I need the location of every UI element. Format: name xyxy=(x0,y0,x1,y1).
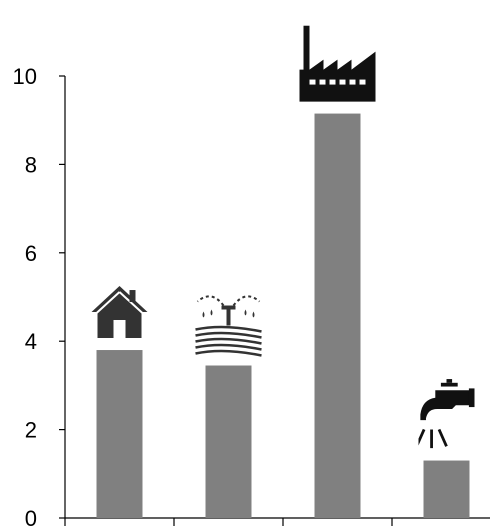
factory-icon xyxy=(299,25,376,102)
y-tick-label: 8 xyxy=(25,152,37,177)
irrigation-field-icon xyxy=(194,295,263,357)
y-ticks: 0 2 4 6 8 10 xyxy=(13,64,65,526)
y-tick-label: 6 xyxy=(25,241,37,266)
house-icon xyxy=(90,285,149,340)
bar xyxy=(423,460,470,518)
bar xyxy=(314,113,361,518)
bar xyxy=(205,365,252,518)
y-tick-label: 2 xyxy=(25,418,37,443)
bar xyxy=(96,350,143,518)
y-tick-label: 10 xyxy=(13,64,37,89)
y-tick-label: 0 xyxy=(25,506,37,526)
bars xyxy=(96,113,470,518)
y-tick-label: 4 xyxy=(25,329,37,354)
category-icons xyxy=(90,25,475,450)
x-ticks xyxy=(64,518,393,526)
faucet-icon xyxy=(418,377,475,450)
